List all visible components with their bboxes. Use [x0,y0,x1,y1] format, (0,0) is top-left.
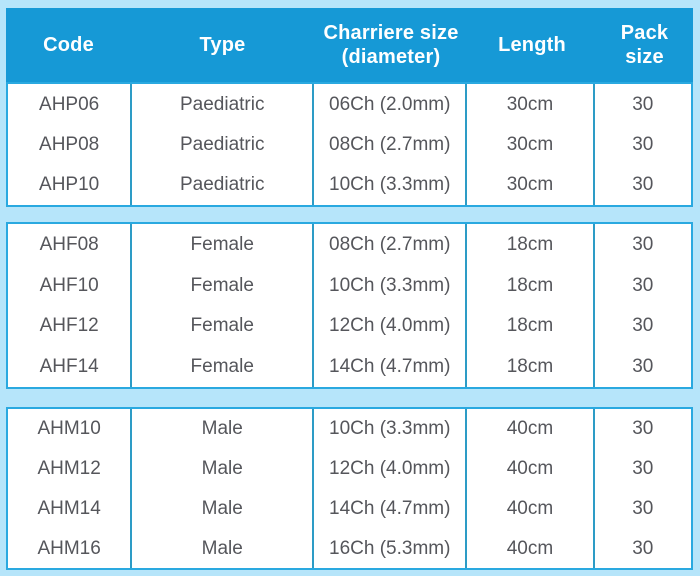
size-value: 10Ch (3.3mm) [329,174,451,196]
size-value: 16Ch (5.3mm) [329,537,451,559]
size-value: 08Ch (2.7mm) [329,233,451,255]
code-value: AHP08 [39,133,100,155]
column-length: 40cm 40cm 40cm 40cm [467,409,595,568]
code-value: AHP06 [39,93,100,115]
size-value: 12Ch (4.0mm) [329,315,451,337]
size-value: 08Ch (2.7mm) [329,133,451,155]
column-pack-size: 30 30 30 30 [595,224,691,387]
pack-value: 30 [632,458,654,480]
length-value: 30cm [506,133,554,155]
column-header-code: Code [43,33,94,56]
code-value: AHM16 [37,537,101,559]
length-value: 40cm [506,418,554,440]
section-male: AHM10 AHM12 AHM14 AHM16 Male Male Male M… [6,407,693,570]
catheter-spec-table: Code Type Charriere size (diameter) Leng… [6,8,693,570]
pack-value: 30 [632,418,654,440]
column-code: AHP06 AHP08 AHP10 [8,84,133,205]
length-value: 30cm [506,93,554,115]
pack-value: 30 [632,356,654,378]
column-code: AHM10 AHM12 AHM14 AHM16 [8,409,133,568]
type-value: Paediatric [179,174,265,196]
section-female: AHF08 AHF10 AHF12 AHF14 Female Female Fe… [6,222,693,389]
type-value: Male [201,497,243,519]
length-value: 40cm [506,497,554,519]
pack-value: 30 [632,537,654,559]
column-charriere-size: 08Ch (2.7mm) 10Ch (3.3mm) 12Ch (4.0mm) 1… [314,224,468,387]
type-value: Male [201,418,243,440]
pack-value: 30 [632,133,654,155]
length-value: 18cm [506,233,554,255]
section-paediatric-grid: AHP06 AHP08 AHP10 Paediatric Paediatric … [8,84,691,205]
column-length: 18cm 18cm 18cm 18cm [467,224,595,387]
code-value: AHF12 [39,315,99,337]
size-value: 14Ch (4.7mm) [329,497,451,519]
size-value: 10Ch (3.3mm) [329,418,451,440]
type-value: Male [201,537,243,559]
size-value: 12Ch (4.0mm) [329,458,451,480]
section-female-grid: AHF08 AHF10 AHF12 AHF14 Female Female Fe… [8,224,691,387]
type-value: Female [190,356,254,378]
column-header-type: Type [199,33,246,56]
code-value: AHP10 [39,174,100,196]
code-value: AHF08 [39,233,99,255]
pack-value: 30 [632,315,654,337]
pack-value: 30 [632,233,654,255]
column-code: AHF08 AHF10 AHF12 AHF14 [8,224,133,387]
pack-value: 30 [632,274,654,296]
type-value: Female [190,233,254,255]
code-value: AHM14 [37,497,101,519]
type-value: Female [190,315,254,337]
size-value: 10Ch (3.3mm) [329,274,451,296]
pack-value: 30 [632,174,654,196]
type-value: Paediatric [179,93,265,115]
length-value: 18cm [506,356,554,378]
column-header-length: Length [498,33,566,56]
pack-value: 30 [632,93,654,115]
type-value: Male [201,458,243,480]
size-value: 14Ch (4.7mm) [329,356,451,378]
type-value: Female [190,274,254,296]
column-type: Paediatric Paediatric Paediatric [132,84,315,205]
length-value: 18cm [506,315,554,337]
length-value: 40cm [506,458,554,480]
column-type: Male Male Male Male [132,409,315,568]
code-value: AHF10 [39,274,99,296]
code-value: AHF14 [39,356,99,378]
table-header-row: Code Type Charriere size (diameter) Leng… [6,8,693,82]
section-paediatric: AHP06 AHP08 AHP10 Paediatric Paediatric … [6,82,693,207]
length-value: 40cm [506,537,554,559]
code-value: AHM10 [37,418,101,440]
size-value: 06Ch (2.0mm) [329,93,451,115]
code-value: AHM12 [37,458,101,480]
pack-value: 30 [632,497,654,519]
column-pack-size: 30 30 30 30 [595,409,691,568]
column-charriere-size: 06Ch (2.0mm) 08Ch (2.7mm) 10Ch (3.3mm) [314,84,468,205]
column-charriere-size: 10Ch (3.3mm) 12Ch (4.0mm) 14Ch (4.7mm) 1… [314,409,468,568]
column-length: 30cm 30cm 30cm [467,84,595,205]
length-value: 30cm [506,174,554,196]
length-value: 18cm [506,274,554,296]
type-value: Paediatric [179,133,265,155]
column-pack-size: 30 30 30 [595,84,691,205]
section-male-grid: AHM10 AHM12 AHM14 AHM16 Male Male Male M… [8,409,691,568]
column-header-pack-size: Pack size [620,21,669,68]
column-header-charriere-size: Charriere size (diameter) [323,21,459,68]
column-type: Female Female Female Female [132,224,315,387]
